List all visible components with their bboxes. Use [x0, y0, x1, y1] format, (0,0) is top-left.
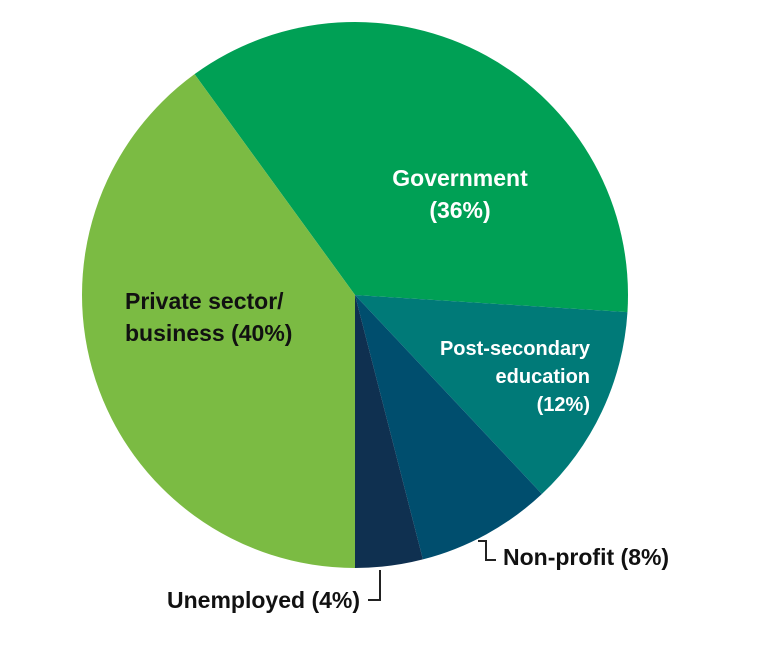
slice-label: Post-secondary education (12%): [390, 335, 590, 419]
slice-label: Government (36%): [360, 162, 560, 226]
slice-label: Private sector/ business (40%): [125, 285, 350, 349]
category-label: Unemployed: [167, 587, 306, 613]
value-label: (40%): [231, 320, 293, 347]
slice-label: Non-profit (8%): [503, 541, 763, 573]
leader-line: [478, 540, 496, 561]
slice-label: Unemployed (4%): [60, 584, 360, 616]
pie-slice: [355, 295, 628, 495]
value-label: (36%): [429, 197, 491, 224]
category-label: Non-profit: [503, 544, 615, 570]
value-label: (12%): [536, 394, 590, 416]
value-label: (4%): [311, 587, 360, 613]
category-label: Post-secondary education: [439, 338, 590, 388]
pie-slice: [355, 295, 542, 560]
category-label: Private sector/ business: [125, 288, 284, 347]
pie-slice: [355, 295, 423, 568]
pie-slice: [194, 22, 629, 313]
pie-slice: [81, 74, 355, 568]
leader-line: [368, 570, 381, 601]
value-label: (8%): [620, 544, 670, 570]
category-label: Government: [392, 165, 528, 191]
